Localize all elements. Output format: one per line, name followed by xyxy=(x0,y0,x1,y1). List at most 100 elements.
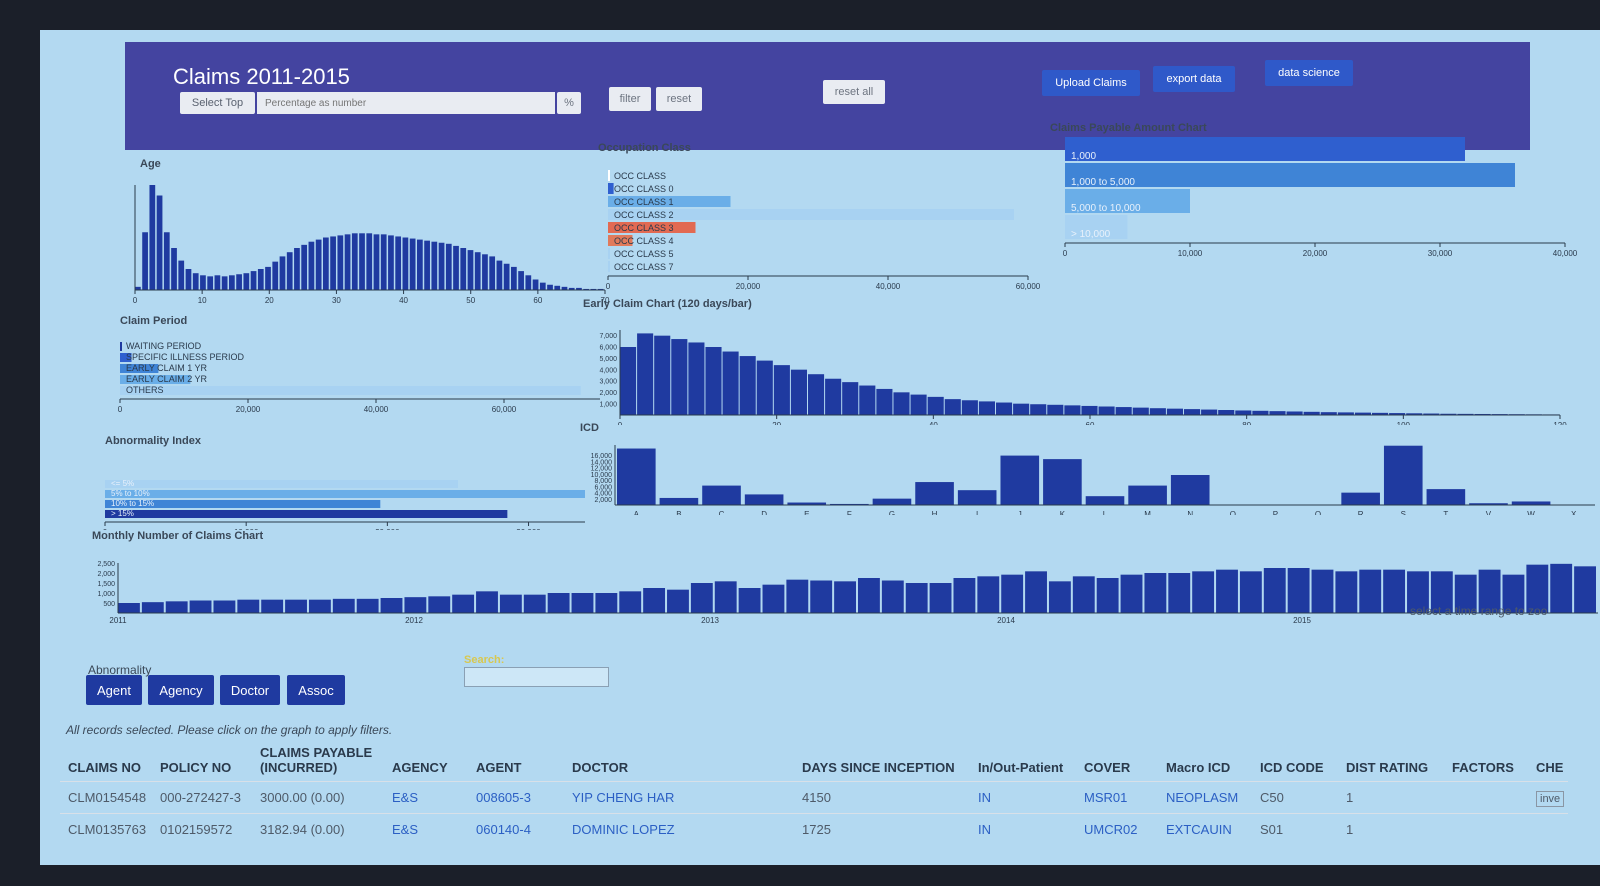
chart-bar xyxy=(1430,571,1453,613)
chart-bar xyxy=(1218,410,1235,415)
col-macro-icd[interactable]: Macro ICD xyxy=(1166,760,1231,775)
icd-category-label: F xyxy=(847,510,852,515)
y-tick-label: 8,000 xyxy=(594,478,612,485)
chart-bar xyxy=(1001,574,1024,613)
cell-cover[interactable]: UMCR02 xyxy=(1076,813,1158,845)
icd-category-label: B xyxy=(676,510,681,515)
cell-macro-icd[interactable]: EXTCAUIN xyxy=(1158,813,1252,845)
cell-claims-no: CLM0154548 xyxy=(60,781,152,814)
row-label: OCC CLASS 0 xyxy=(614,184,674,194)
cell-agent-link[interactable]: 060140-4 xyxy=(468,813,564,845)
icd-chart[interactable]: A B C D E F G H I J K L M N O P Q R S T V W X 2,0004,0006,0008,… xyxy=(575,435,1600,515)
cell-in-out[interactable]: IN xyxy=(970,813,1076,845)
col-che[interactable]: CHE xyxy=(1536,760,1564,775)
table-row[interactable]: CLM0154548 000-272427-3 3000.00 (0.00) E… xyxy=(60,781,1569,814)
chart-bar xyxy=(308,599,331,613)
chart-bar xyxy=(1320,412,1337,415)
chart-bar xyxy=(1454,574,1477,613)
x-tick-label: 30,000 xyxy=(1428,249,1453,258)
col-agent[interactable]: AGENT xyxy=(476,760,522,775)
chart-bar xyxy=(185,269,192,290)
chart-bar xyxy=(142,232,148,290)
x-tick-label: 20 xyxy=(772,421,781,425)
chart-bar xyxy=(380,234,387,290)
chart-bar xyxy=(1406,413,1423,415)
cell-days: 1725 xyxy=(794,813,970,845)
chart-bar xyxy=(1149,408,1166,415)
chart-bar xyxy=(499,594,522,613)
chart-bar xyxy=(359,233,365,290)
export-data-button[interactable]: export data xyxy=(1153,66,1235,92)
age-chart[interactable]: 0 10 20 30 40 50 60 70 xyxy=(125,175,625,305)
cell-in-out[interactable]: IN xyxy=(970,781,1076,814)
search-input[interactable] xyxy=(464,667,609,687)
cell-agency-link[interactable]: E&S xyxy=(384,813,468,845)
col-icd-code[interactable]: ICD CODE xyxy=(1260,760,1324,775)
col-days-since-inception[interactable]: DAYS SINCE INCEPTION xyxy=(802,760,955,775)
col-cover[interactable]: COVER xyxy=(1084,760,1131,775)
col-in-out-patient[interactable]: In/Out-Patient xyxy=(978,760,1064,775)
col-dist-rating[interactable]: DIST RATING xyxy=(1346,760,1429,775)
chart-bar xyxy=(893,392,910,415)
data-science-button[interactable]: data science xyxy=(1265,60,1353,86)
chart-bar xyxy=(511,266,517,290)
monthly-chart[interactable]: 500 1,000 1,500 2,000 2,500 2011 2012 2013 2014 2… xyxy=(90,545,1600,625)
icd-bar xyxy=(1043,459,1082,505)
x-tick-label: 20,000 xyxy=(1303,249,1328,258)
percentage-input[interactable] xyxy=(257,92,555,114)
col-claims-no[interactable]: CLAIMS NO xyxy=(68,760,141,775)
row-bar xyxy=(608,222,696,233)
cell-agent-link[interactable]: 008605-3 xyxy=(468,781,564,814)
chart-bar xyxy=(859,385,876,415)
cell-doctor-link[interactable]: YIP CHENG HAR xyxy=(564,781,794,814)
payable-chart[interactable]: 1,000 1,000 to 5,000 5,000 to 10,000 > 10,0… xyxy=(1060,135,1580,275)
cell-macro-icd[interactable]: NEOPLASM xyxy=(1158,781,1252,814)
col-factors[interactable]: FACTORS xyxy=(1452,760,1514,775)
cell-cover[interactable]: MSR01 xyxy=(1076,781,1158,814)
row-bar xyxy=(105,480,458,488)
chart-bar xyxy=(714,581,737,613)
occupation-chart[interactable]: OCC CLASS OCC CLASS 0 OCC CLASS 1 OCC CLASS… xyxy=(600,168,1070,298)
col-doctor[interactable]: DOCTOR xyxy=(572,760,629,775)
chart-bar xyxy=(858,578,880,613)
doctor-filter-button[interactable]: Doctor xyxy=(220,675,280,705)
chart-bar xyxy=(705,347,722,415)
chart-bar xyxy=(539,282,546,290)
early-claim-chart[interactable]: 0 20 40 60 80 100 120 1,000 2,000 3,000 4,000 5,000… xyxy=(575,315,1575,425)
chart-bar xyxy=(1526,564,1549,613)
row-label: OCC CLASS 3 xyxy=(614,223,674,233)
chart-bar xyxy=(388,235,394,290)
chart-bar xyxy=(1269,411,1286,415)
abnormality-index-chart[interactable]: <= 5%5% to 10%10% to 15%> 15% 0 10,000 20,0… xyxy=(95,450,595,530)
chart-bar xyxy=(221,276,228,290)
cell-che[interactable]: inve xyxy=(1528,781,1569,814)
icd-bar xyxy=(1426,489,1466,505)
chart-bar xyxy=(561,286,568,290)
chart-bar xyxy=(773,365,790,415)
assoc-filter-button[interactable]: Assoc xyxy=(287,675,345,705)
chart-bar xyxy=(189,600,212,613)
chart-bar xyxy=(496,260,503,290)
cell-doctor-link[interactable]: DOMINIC LOPEZ xyxy=(564,813,794,845)
agent-filter-button[interactable]: Agent xyxy=(86,675,142,705)
cell-days: 4150 xyxy=(794,781,970,814)
table-row[interactable]: CLM0135763 0102159572 3182.94 (0.00) E&S… xyxy=(60,813,1569,845)
col-policy-no[interactable]: POLICY NO xyxy=(160,760,232,775)
upload-claims-button[interactable]: Upload Claims xyxy=(1042,70,1140,96)
percent-addon: % xyxy=(557,92,581,114)
col-claims-payable[interactable]: CLAIMS PAYABLE (INCURRED) xyxy=(260,745,373,775)
filter-button[interactable]: filter xyxy=(609,87,651,111)
col-agency[interactable]: AGENCY xyxy=(392,760,448,775)
reset-button[interactable]: reset xyxy=(656,87,702,111)
x-tick-label: 0 xyxy=(103,528,108,530)
cell-agency-link[interactable]: E&S xyxy=(384,781,468,814)
reset-all-button[interactable]: reset all xyxy=(823,80,885,104)
chart-bar xyxy=(762,584,785,613)
investigate-button[interactable]: inve xyxy=(1536,791,1565,807)
early-claim-title: Early Claim Chart (120 days/bar) xyxy=(583,298,752,310)
chart-bar xyxy=(688,342,705,415)
row-bar xyxy=(608,209,1014,220)
chart-bar xyxy=(834,581,856,613)
agency-filter-button[interactable]: Agency xyxy=(148,675,214,705)
